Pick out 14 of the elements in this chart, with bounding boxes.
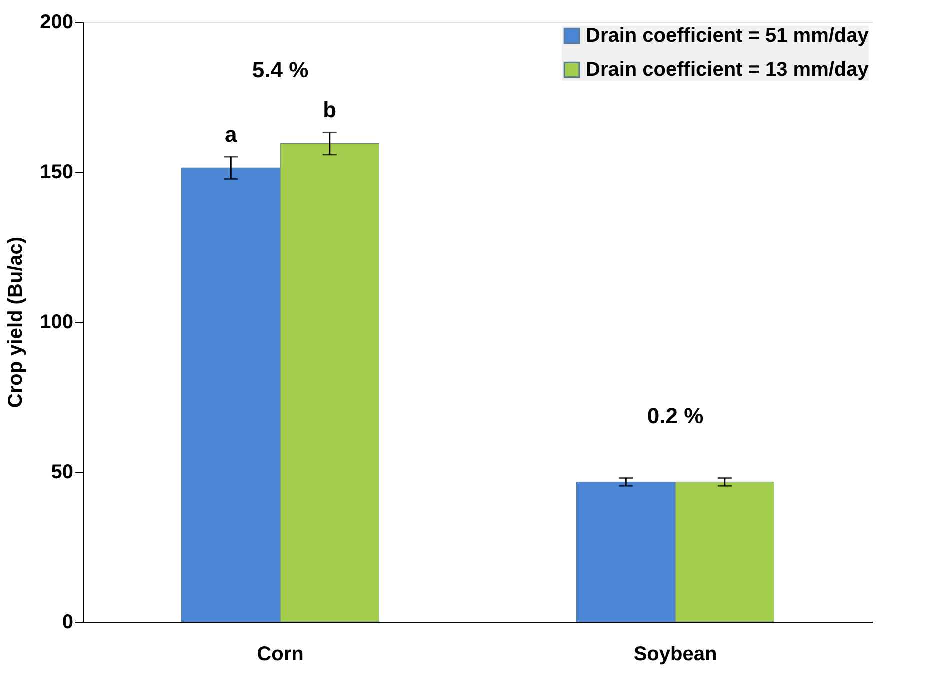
annotation: 5.4 % — [252, 58, 309, 83]
data-label: a — [225, 122, 238, 147]
y-axis-title: Crop yield (Bu/ac) — [5, 236, 28, 408]
y-tick-label: 150 — [40, 162, 74, 184]
x-tick-label: Soybean — [634, 644, 718, 666]
annotation: 0.2 % — [647, 403, 704, 428]
data-label: b — [323, 98, 337, 123]
legend-label: Drain coefficient = 13 mm/day — [586, 59, 870, 81]
y-tick-label: 200 — [40, 12, 74, 34]
y-tick-label: 100 — [40, 312, 74, 334]
y-tick-label: 50 — [51, 462, 74, 484]
legend-label: Drain coefficient = 51 mm/day — [586, 25, 870, 47]
y-tick-label: 0 — [62, 612, 74, 634]
x-tick-label: Corn — [257, 644, 304, 666]
